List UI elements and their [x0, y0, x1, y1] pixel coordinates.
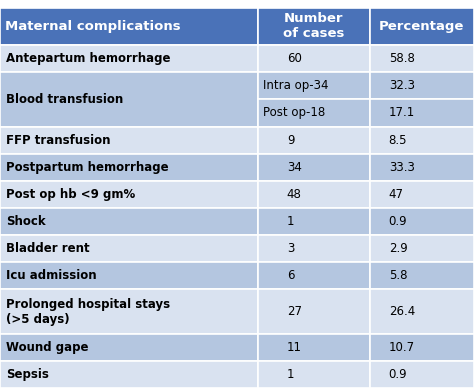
Bar	[370, 8, 474, 45]
Text: Post op hb <9 gm%: Post op hb <9 gm%	[6, 188, 135, 201]
Bar	[370, 45, 474, 72]
Text: 10.7: 10.7	[389, 341, 415, 354]
Text: 17.1: 17.1	[389, 107, 415, 120]
Bar	[258, 262, 370, 289]
Text: FFP transfusion: FFP transfusion	[6, 134, 110, 147]
Text: 33.3: 33.3	[389, 161, 415, 174]
Bar	[370, 289, 474, 334]
Bar	[370, 334, 474, 361]
Text: 47: 47	[389, 188, 404, 201]
Text: 1: 1	[287, 215, 294, 228]
Bar	[370, 127, 474, 154]
Text: 60: 60	[287, 52, 301, 65]
Bar	[0, 127, 258, 154]
Text: 32.3: 32.3	[389, 79, 415, 93]
Bar	[370, 235, 474, 262]
Text: 8.5: 8.5	[389, 134, 407, 147]
Bar	[370, 181, 474, 208]
Bar	[258, 208, 370, 235]
Bar	[370, 100, 474, 127]
Bar	[0, 72, 258, 127]
Bar	[258, 127, 370, 154]
Text: Bladder rent: Bladder rent	[6, 242, 89, 255]
Text: Icu admission: Icu admission	[6, 269, 96, 282]
Bar	[258, 100, 370, 127]
Text: 0.9: 0.9	[389, 368, 407, 381]
Text: Wound gape: Wound gape	[6, 341, 88, 354]
Text: 27: 27	[287, 305, 302, 318]
Text: Antepartum hemorrhage: Antepartum hemorrhage	[6, 52, 170, 65]
Text: Shock: Shock	[6, 215, 46, 228]
Text: Number
of cases: Number of cases	[283, 13, 345, 40]
Bar	[0, 289, 258, 334]
Bar	[0, 154, 258, 181]
Bar	[0, 235, 258, 262]
Text: 6: 6	[287, 269, 294, 282]
Text: 26.4: 26.4	[389, 305, 415, 318]
Bar	[370, 154, 474, 181]
Text: 58.8: 58.8	[389, 52, 415, 65]
Text: 2.9: 2.9	[389, 242, 408, 255]
Bar	[370, 361, 474, 388]
Bar	[258, 361, 370, 388]
Text: 0.9: 0.9	[389, 215, 407, 228]
Text: Percentage: Percentage	[379, 20, 465, 33]
Text: 9: 9	[287, 134, 294, 147]
Text: Postpartum hemorrhage: Postpartum hemorrhage	[6, 161, 168, 174]
Bar	[370, 208, 474, 235]
Bar	[258, 45, 370, 72]
Text: Maternal complications: Maternal complications	[5, 20, 181, 33]
Bar	[370, 72, 474, 100]
Bar	[258, 181, 370, 208]
Bar	[258, 235, 370, 262]
Bar	[258, 289, 370, 334]
Bar	[0, 181, 258, 208]
Text: Prolonged hospital stays
(>5 days): Prolonged hospital stays (>5 days)	[6, 298, 170, 326]
Bar	[0, 208, 258, 235]
Bar	[258, 8, 370, 45]
Text: 11: 11	[287, 341, 302, 354]
Bar	[0, 361, 258, 388]
Text: Sepsis: Sepsis	[6, 368, 48, 381]
Text: 48: 48	[287, 188, 301, 201]
Bar	[0, 8, 258, 45]
Bar	[258, 154, 370, 181]
Bar	[0, 334, 258, 361]
Text: Blood transfusion: Blood transfusion	[6, 93, 123, 106]
Text: 5.8: 5.8	[389, 269, 407, 282]
Bar	[370, 262, 474, 289]
Text: 1: 1	[287, 368, 294, 381]
Text: 3: 3	[287, 242, 294, 255]
Text: 34: 34	[287, 161, 301, 174]
Text: Intra op-34: Intra op-34	[263, 79, 328, 93]
Bar	[258, 72, 370, 100]
Text: Post op-18: Post op-18	[263, 107, 325, 120]
Bar	[258, 334, 370, 361]
Bar	[0, 262, 258, 289]
Bar	[0, 45, 258, 72]
